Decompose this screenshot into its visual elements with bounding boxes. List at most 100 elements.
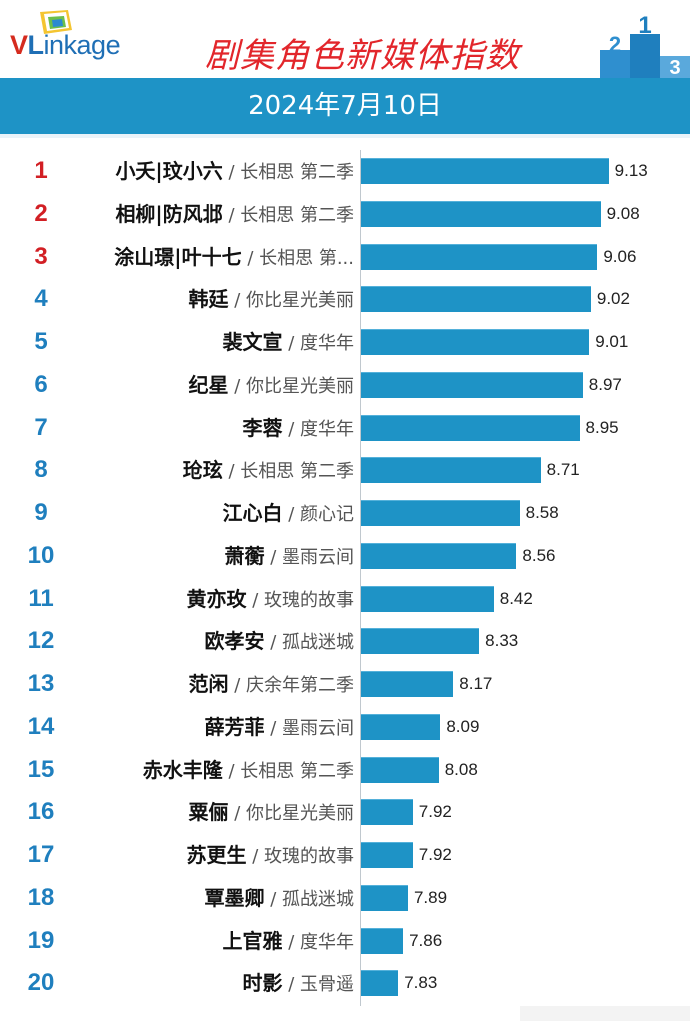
drama-name: 度华年 <box>300 418 354 440</box>
row-label: 黄亦玫 / 玫瑰的故事 <box>186 578 354 620</box>
bar <box>361 713 441 740</box>
rank-number: 12 <box>27 627 55 655</box>
bar <box>361 542 517 569</box>
row-label: 江心白 / 颜心记 <box>222 492 354 534</box>
rank-number: 8 <box>34 456 48 484</box>
drama-name: 玫瑰的故事 <box>264 846 354 867</box>
rank-number: 1 <box>34 157 48 184</box>
drama-name: 长相思 第... <box>259 247 354 269</box>
bar-value-label: 8.17 <box>459 674 493 693</box>
ranking-row: 4 韩廷 / 你比星光美丽 9.02 <box>0 278 690 320</box>
drama-name: 墨雨云间 <box>282 717 354 739</box>
drama-name: 孤战迷城 <box>282 888 354 910</box>
vlinkage-logo <box>40 10 72 34</box>
row-label: 时影 / 玉骨遥 <box>242 962 354 1004</box>
ranking-row: 2 相柳|防风邶 / 长相思 第二季 9.08 <box>0 193 690 235</box>
bar <box>361 970 399 997</box>
ranking-row: 18 覃墨卿 / 孤战迷城 7.89 <box>0 877 690 919</box>
row-label: 上官雅 / 度华年 <box>222 920 354 962</box>
separator: / <box>222 162 241 183</box>
separator: / <box>228 803 246 825</box>
bar <box>361 585 494 612</box>
banner-shadow <box>0 134 690 138</box>
drama-name: 度华年 <box>300 333 354 354</box>
ranking-row: 19 上官雅 / 度华年 7.86 <box>0 920 690 962</box>
podium-label-3: 3 <box>669 57 680 79</box>
header: VLinkage 剧集角色新媒体指数 2 1 3 <box>0 0 690 80</box>
character-name: 裴文宣 <box>222 330 283 354</box>
bar-value-label: 7.86 <box>409 930 443 950</box>
separator: / <box>264 546 282 568</box>
character-name: 江心白 <box>222 501 283 525</box>
bar-value-label: 8.58 <box>525 503 559 522</box>
rank-number: 11 <box>28 584 54 612</box>
character-name: 苏更生 <box>186 843 247 867</box>
character-name: 萧蘅 <box>224 543 265 568</box>
character-name: 纪星 <box>188 372 229 397</box>
drama-name: 孤战迷城 <box>282 632 354 654</box>
bar-value-label: 7.92 <box>418 802 452 822</box>
separator: / <box>241 247 260 269</box>
ranking-row: 17 苏更生 / 玫瑰的故事 7.92 <box>0 834 690 876</box>
bar-value-label: 8.97 <box>588 374 622 394</box>
ranking-row: 15 赤水丰隆 / 长相思 第二季 8.08 <box>0 749 690 791</box>
row-label: 纪星 / 你比星光美丽 <box>188 364 354 406</box>
drama-name: 长相思 第二季 <box>240 204 354 226</box>
separator: / <box>222 204 241 226</box>
drama-name: 玉骨遥 <box>300 974 354 996</box>
character-name: 范闲 <box>188 672 229 696</box>
character-name: 赤水丰隆 <box>142 757 223 782</box>
character-name: 粟俪 <box>188 800 229 825</box>
rank-number: 10 <box>27 541 55 569</box>
rank-number: 20 <box>27 969 55 997</box>
rank-number: 13 <box>27 670 55 697</box>
bar-value-label: 8.42 <box>499 588 533 608</box>
bar-value-label: 9.08 <box>606 203 640 223</box>
podium-label-2: 2 <box>609 32 621 57</box>
ranking-row: 9 江心白 / 颜心记 8.58 <box>0 492 690 534</box>
row-label: 粟俪 / 你比星光美丽 <box>188 791 354 833</box>
separator: / <box>282 333 300 354</box>
ranking-row: 12 欧孝安 / 孤战迷城 8.33 <box>0 620 690 662</box>
row-label: 韩廷 / 你比星光美丽 <box>188 278 354 320</box>
drama-name: 玫瑰的故事 <box>264 589 354 611</box>
logo-icon <box>40 10 72 34</box>
row-label: 涂山璟|叶十七 / 长相思 第... <box>114 236 354 278</box>
row-label: 李蓉 / 度华年 <box>242 407 354 449</box>
character-name: 薛芳菲 <box>204 714 265 739</box>
character-name: 小夭|玟小六 <box>115 159 223 183</box>
character-name: 时影 <box>242 971 283 996</box>
podium-icon: 2 1 3 <box>600 12 690 80</box>
drama-name: 你比星光美丽 <box>246 803 354 825</box>
bar-value-label: 9.13 <box>614 161 648 180</box>
rank-number: 2 <box>34 199 48 227</box>
character-name: 相柳|防风邶 <box>115 201 223 226</box>
date-banner <box>0 78 690 134</box>
rank-number: 7 <box>34 413 48 441</box>
separator: / <box>228 675 246 696</box>
bar <box>361 414 580 441</box>
rank-number: 17 <box>27 841 55 868</box>
row-label: 玱玹 / 长相思 第二季 <box>183 449 354 491</box>
bar <box>361 457 541 484</box>
bar <box>361 286 591 313</box>
bar <box>361 371 583 398</box>
drama-name: 庆余年第二季 <box>246 675 354 696</box>
bar-value-label: 9.01 <box>595 332 629 351</box>
chart-title: 剧集角色新媒体指数 <box>205 36 520 76</box>
ranking-row: 3 涂山璟|叶十七 / 长相思 第... 9.06 <box>0 236 690 278</box>
bar-value-label: 7.83 <box>404 973 438 993</box>
rank-number: 3 <box>34 242 48 270</box>
watermark-strip <box>520 1006 690 1021</box>
ranking-row: 5 裴文宣 / 度华年 9.01 <box>0 321 690 363</box>
separator: / <box>264 717 282 739</box>
bar-value-label: 8.09 <box>446 716 480 736</box>
rank-number: 5 <box>34 328 48 355</box>
rank-number: 14 <box>27 712 55 740</box>
separator: / <box>246 589 264 611</box>
separator: / <box>222 760 241 782</box>
bar <box>361 158 609 184</box>
bar <box>361 756 439 783</box>
separator: / <box>282 931 300 953</box>
